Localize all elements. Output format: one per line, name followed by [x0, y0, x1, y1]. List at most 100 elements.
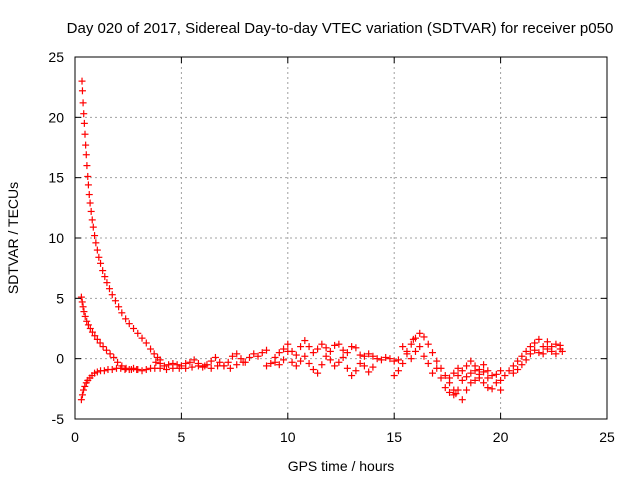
- data-point: [80, 308, 88, 316]
- grid: [75, 57, 607, 419]
- data-point: [394, 356, 402, 364]
- data-point: [386, 355, 394, 363]
- data-point: [356, 359, 364, 367]
- y-tick-label: 25: [48, 49, 64, 65]
- data-point: [488, 372, 496, 380]
- data-point: [288, 358, 296, 366]
- data-point: [322, 344, 330, 352]
- data-point: [228, 352, 236, 360]
- data-point: [79, 303, 87, 311]
- x-axis-label: GPS time / hours: [288, 458, 395, 474]
- data-point: [309, 366, 317, 374]
- data-point: [292, 362, 300, 370]
- data-point: [263, 346, 271, 354]
- data-point: [173, 361, 181, 369]
- data-point: [365, 368, 373, 376]
- data-point: [343, 349, 351, 357]
- data-point: [518, 352, 526, 360]
- data-point: [263, 362, 271, 370]
- data-point: [522, 356, 530, 364]
- data-point: [111, 297, 119, 305]
- data-point: [497, 367, 505, 375]
- data-point: [108, 366, 116, 374]
- data-point: [88, 216, 96, 224]
- data-point: [211, 353, 219, 361]
- data-point: [458, 396, 466, 404]
- data-point: [360, 362, 368, 370]
- data-point: [92, 239, 100, 247]
- data-point: [233, 361, 241, 369]
- data-point: [284, 347, 292, 355]
- data-point: [382, 353, 390, 361]
- data-point: [492, 370, 500, 378]
- data-point: [147, 345, 155, 353]
- data-point: [275, 349, 283, 357]
- data-point: [343, 364, 351, 372]
- data-point: [399, 359, 407, 367]
- data-point: [446, 388, 454, 396]
- data-point: [301, 337, 309, 345]
- data-point: [484, 384, 492, 392]
- data-point: [429, 349, 437, 357]
- data-point: [369, 363, 377, 371]
- data-point: [83, 317, 91, 325]
- data-point: [416, 329, 424, 337]
- data-point: [91, 332, 99, 340]
- data-point: [369, 352, 377, 360]
- data-point: [88, 328, 96, 336]
- data-point: [411, 347, 419, 355]
- data-point: [348, 372, 356, 380]
- data-point: [130, 364, 138, 372]
- data-point: [267, 359, 275, 367]
- data-point: [292, 351, 300, 359]
- data-point: [322, 352, 330, 360]
- data-point: [284, 340, 292, 348]
- data-point: [535, 335, 543, 343]
- data-point: [125, 320, 133, 328]
- data-point: [105, 285, 113, 293]
- data-point: [79, 99, 87, 107]
- data-point: [390, 372, 398, 380]
- data-point: [134, 329, 142, 337]
- data-point: [99, 343, 107, 351]
- data-point: [108, 291, 116, 299]
- data-point: [335, 340, 343, 348]
- data-point: [309, 349, 317, 357]
- y-axis-label: SDTVAR / TECUs: [5, 182, 21, 294]
- data-point: [433, 364, 441, 372]
- data-point: [96, 339, 104, 347]
- data-point: [86, 325, 94, 332]
- data-point: [365, 350, 373, 358]
- data-point: [106, 350, 114, 358]
- data-points: [77, 77, 566, 404]
- chart-title: Day 020 of 2017, Sidereal Day-to-day VTE…: [67, 20, 614, 37]
- data-point: [552, 350, 560, 358]
- data-point: [558, 347, 566, 355]
- y-tick-label: 15: [48, 170, 64, 186]
- data-point: [142, 366, 150, 374]
- data-point: [84, 181, 92, 189]
- data-point: [360, 352, 368, 360]
- data-point: [497, 376, 505, 384]
- y-tick-label: 20: [48, 109, 64, 125]
- data-point: [258, 349, 266, 357]
- data-point: [80, 386, 88, 394]
- data-point: [89, 223, 97, 231]
- data-point: [93, 335, 101, 343]
- data-point: [237, 355, 245, 363]
- data-point: [160, 362, 168, 370]
- data-point: [543, 338, 551, 346]
- data-point: [188, 363, 196, 371]
- x-tick-label: 5: [178, 429, 186, 445]
- data-point: [480, 361, 488, 369]
- data-point: [450, 391, 458, 399]
- data-point: [169, 364, 177, 372]
- data-point: [87, 207, 95, 215]
- data-point: [450, 369, 458, 377]
- data-point: [433, 357, 441, 365]
- data-point: [254, 352, 262, 360]
- data-point: [207, 357, 215, 365]
- data-point: [454, 372, 462, 380]
- y-tick-label: -5: [52, 411, 65, 427]
